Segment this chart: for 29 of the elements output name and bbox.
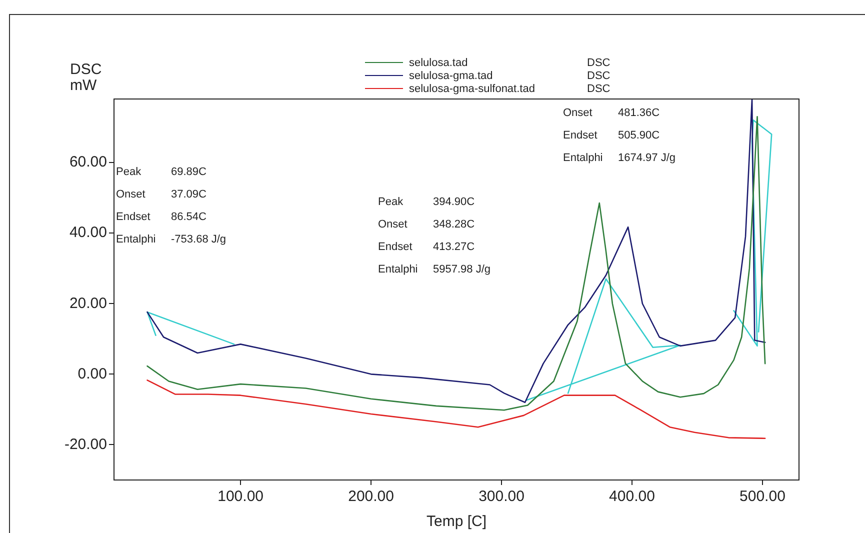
y-axis-title: DSC mW — [70, 61, 102, 94]
text: Entalphi 1674.97 J/g — [563, 152, 676, 164]
text: Endset 413.27C — [378, 241, 475, 254]
x-axis-title: Temp [C] — [426, 513, 487, 530]
text: Onset 37.09C — [116, 188, 206, 201]
x-tick-label: 500.00 — [740, 488, 786, 506]
text: DSC — [587, 70, 610, 82]
text: Entalphi 5957.98 J/g — [378, 264, 490, 276]
text: DSC — [587, 56, 610, 68]
text: Peak 394.90C — [378, 196, 475, 208]
x-tick-label: 100.00 — [218, 488, 264, 506]
y-tick-label: -20.00 — [64, 436, 107, 453]
legend-label: selulosa-gma.tad — [409, 70, 494, 82]
text: Entalphi -753.68 J/g — [116, 234, 226, 246]
text: Onset 481.36C — [563, 107, 660, 120]
legend-label: selulosa.tad — [409, 56, 469, 68]
x-tick-label: 400.00 — [609, 488, 655, 506]
x-tick-label: 300.00 — [478, 488, 524, 506]
y-tick-label: 40.00 — [69, 224, 107, 242]
text: DSC — [587, 82, 610, 94]
text: Onset 348.28C — [378, 218, 475, 231]
text: Peak 69.89C — [116, 166, 206, 178]
y-tick-label: 20.00 — [69, 294, 107, 312]
y-tick-label: 0.00 — [78, 365, 107, 382]
legend-label: selulosa-gma-sulfonat.tad — [409, 82, 536, 94]
text: Endset 86.54C — [116, 211, 206, 224]
text: Endset 505.90C — [563, 130, 660, 142]
x-tick-label: 200.00 — [348, 488, 394, 506]
y-tick-label: 60.00 — [69, 154, 107, 171]
